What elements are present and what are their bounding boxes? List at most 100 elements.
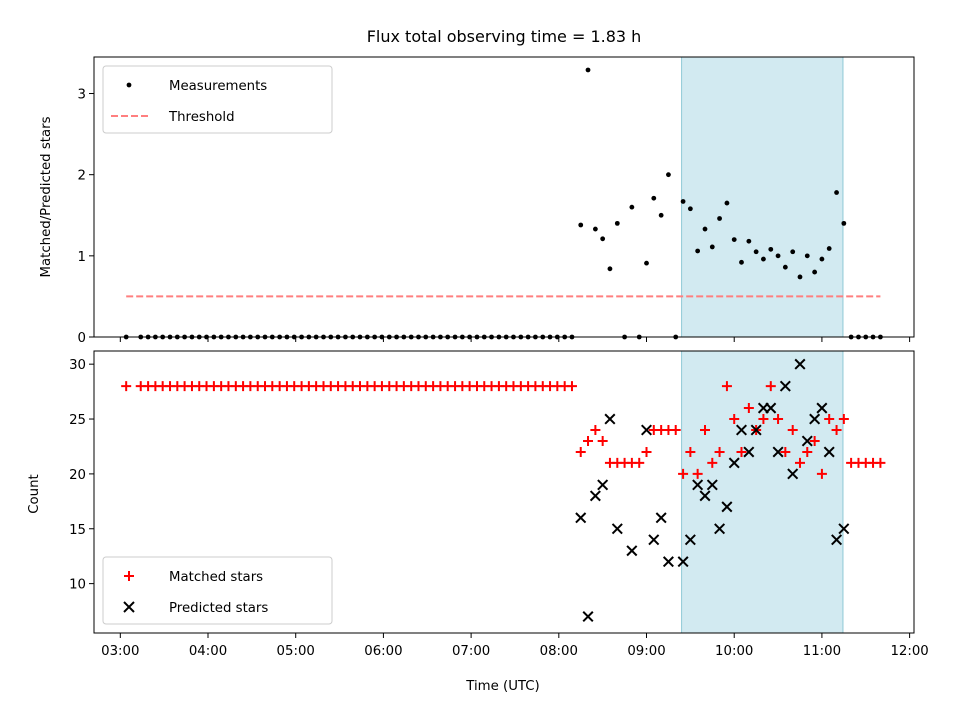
measurement-point — [695, 248, 701, 254]
matched-stars-point — [787, 425, 798, 436]
matched-stars-point — [758, 414, 769, 425]
predicted-stars-point — [823, 446, 835, 458]
matched-stars-point — [721, 381, 732, 392]
measurement-point — [651, 195, 657, 201]
matched-stars-point — [773, 414, 784, 425]
predicted-stars-point — [765, 402, 777, 414]
predicted-stars-point — [772, 446, 784, 458]
matched-stars-point — [816, 468, 827, 479]
x-tick-label: 08:00 — [540, 644, 578, 659]
measurement-point — [797, 274, 803, 280]
predicted-stars-point — [589, 490, 601, 502]
legend-label: Predicted stars — [169, 601, 268, 616]
matched-stars-point — [802, 446, 813, 457]
top-y-axis-label: Matched/Predicted stars — [39, 116, 54, 277]
measurement-point — [687, 206, 693, 212]
predicted-stars-point — [662, 556, 674, 568]
matched-stars-point — [692, 468, 703, 479]
bottom-y-tick-label: 15 — [69, 523, 86, 538]
measurement-point — [629, 204, 635, 210]
matched-stars-point — [575, 446, 586, 457]
bottom-y-tick-label: 30 — [69, 358, 86, 373]
predicted-stars-point — [706, 479, 718, 491]
measurement-point — [804, 253, 810, 259]
measurement-point — [753, 249, 759, 255]
legend-box — [102, 556, 333, 625]
matched-stars-point — [590, 425, 601, 436]
top-y-tick-label: 1 — [78, 250, 86, 265]
measurement-point — [709, 244, 715, 250]
measurement-point — [724, 200, 730, 206]
legend-marker-plus — [124, 571, 134, 581]
predicted-stars-point — [582, 611, 594, 623]
measurement-point — [775, 253, 781, 259]
top-legend: Measurements Threshold — [102, 65, 333, 134]
matched-stars-point — [765, 381, 776, 392]
matched-stars-point — [838, 414, 849, 425]
measurement-point — [746, 238, 752, 244]
predicted-stars-point — [575, 512, 587, 524]
matched-stars-point — [597, 435, 608, 446]
measurement-point — [592, 226, 598, 232]
legend-box — [102, 65, 333, 134]
matched-stars-point — [743, 403, 754, 414]
matched-stars-point — [729, 414, 740, 425]
predicted-stars-point — [699, 490, 711, 502]
measurement-point — [658, 212, 664, 218]
matched-stars-point — [583, 435, 594, 446]
measurement-point — [644, 260, 649, 266]
matched-stars-point — [685, 446, 696, 457]
measurement-point — [782, 264, 788, 270]
predicted-stars-point — [721, 501, 733, 513]
predicted-stars-point — [655, 512, 667, 524]
measurement-point — [585, 67, 591, 73]
predicted-stars-point — [735, 424, 748, 436]
predicted-stars-point — [677, 556, 689, 568]
measurement-point — [578, 222, 584, 228]
top-y-tick-label: 2 — [78, 169, 86, 184]
measurement-point — [819, 256, 825, 262]
predicted-stars-point — [728, 457, 740, 469]
legend-marker-dot — [126, 82, 132, 88]
predicted-stars-point — [648, 534, 660, 546]
x-tick-label: 11:00 — [803, 644, 841, 659]
top-highlight-span — [681, 56, 844, 338]
predicted-stars-point — [626, 545, 638, 557]
predicted-stars-point — [743, 446, 755, 458]
legend-label: Threshold — [168, 110, 235, 125]
matched-stars-point — [670, 425, 681, 436]
bottom-series-predicted-stars — [575, 358, 850, 623]
predicted-stars-point — [714, 523, 726, 535]
x-tick-label: 05:00 — [277, 644, 315, 659]
matched-stars-point — [634, 457, 645, 468]
x-tick-label: 06:00 — [364, 644, 402, 659]
matched-stars-point — [700, 425, 711, 436]
x-tick-label: 12:00 — [890, 644, 928, 659]
predicted-stars-point — [684, 534, 696, 546]
top-panel: 0 1 2 3 Measurements Threshold — [78, 56, 915, 346]
predicted-stars-point — [831, 534, 843, 546]
matched-stars-point — [641, 446, 652, 457]
matched-stars-point — [794, 457, 805, 468]
bottom-highlight-span — [681, 350, 844, 634]
measurement-point — [739, 259, 744, 265]
predicted-stars-point — [779, 380, 791, 392]
predicted-stars-point — [750, 424, 762, 436]
bottom-y-tick-label: 25 — [69, 413, 86, 428]
predicted-stars-point — [641, 424, 653, 436]
x-tick-label: 07:00 — [452, 644, 490, 659]
matched-stars-point — [780, 446, 791, 457]
legend-label: Matched stars — [169, 570, 263, 585]
matched-stars-point — [824, 414, 835, 425]
x-tick-label: 03:00 — [101, 644, 139, 659]
measurement-point — [614, 220, 620, 226]
bottom-y-axis-label: Count — [27, 474, 42, 514]
x-tick-label: 09:00 — [627, 644, 665, 659]
measurement-point — [790, 249, 796, 255]
predicted-stars-point — [692, 479, 704, 491]
measurement-point — [607, 266, 613, 272]
matched-stars-point — [831, 425, 842, 436]
chart-title: Flux total observing time = 1.83 h — [367, 27, 642, 46]
bottom-axes-frame — [93, 350, 915, 634]
